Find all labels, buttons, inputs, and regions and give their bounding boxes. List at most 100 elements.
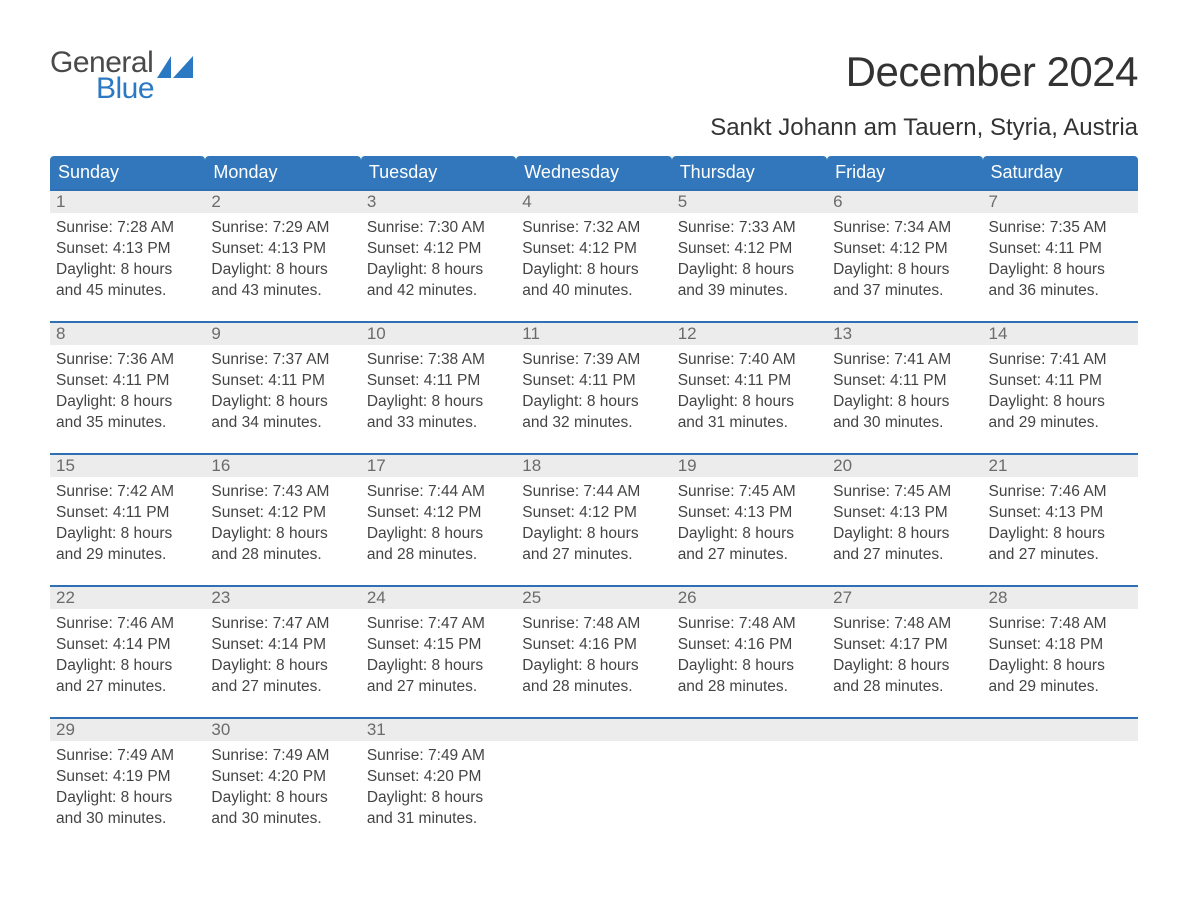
daylight-line-2: and 33 minutes.: [367, 412, 510, 433]
day-number: 29: [50, 719, 205, 741]
calendar-day-cell: [672, 718, 827, 850]
calendar-day-cell: 18Sunrise: 7:44 AMSunset: 4:12 PMDayligh…: [516, 454, 671, 586]
weekday-header: Wednesday: [516, 156, 671, 190]
daylight-line-2: and 28 minutes.: [833, 676, 976, 697]
sunset-line: Sunset: 4:13 PM: [833, 502, 976, 523]
day-details: Sunrise: 7:44 AMSunset: 4:12 PMDaylight:…: [516, 477, 671, 573]
calendar-day-cell: 10 Sunrise: 7:38 AMSunset: 4:11 PMDayligh…: [361, 322, 516, 454]
sunset-line: Sunset: 4:20 PM: [367, 766, 510, 787]
sunset-line: Sunset: 4:13 PM: [989, 502, 1132, 523]
day-details: Sunrise: 7:36 AMSunset: 4:11 PMDaylight:…: [50, 345, 205, 441]
sunrise-line: Sunrise: 7:38 AM: [367, 349, 510, 370]
sunrise-line: Sunrise: 7:34 AM: [833, 217, 976, 238]
calendar-day-cell: 22Sunrise: 7:46 AMSunset: 4:14 PMDayligh…: [50, 586, 205, 718]
sunrise-line: Sunrise: 7:41 AM: [989, 349, 1132, 370]
sunset-line: Sunset: 4:13 PM: [56, 238, 199, 259]
sunrise-line: Sunrise: 7:49 AM: [56, 745, 199, 766]
day-details: Sunrise: 7:45 AMSunset: 4:13 PMDaylight:…: [672, 477, 827, 573]
day-details: Sunrise: 7:45 AMSunset: 4:13 PMDaylight:…: [827, 477, 982, 573]
sunset-line: Sunset: 4:11 PM: [989, 370, 1132, 391]
day-number: 23: [205, 587, 360, 609]
sunrise-line: Sunrise: 7:46 AM: [989, 481, 1132, 502]
calendar-page: General Blue December 2024 Sankt Johann …: [0, 0, 1188, 918]
calendar-day-cell: 14Sunrise: 7:41 AMSunset: 4:11 PMDayligh…: [983, 322, 1138, 454]
daylight-line-2: and 28 minutes.: [522, 676, 665, 697]
day-details: Sunrise: 7:47 AMSunset: 4:14 PMDaylight:…: [205, 609, 360, 705]
daylight-line-2: and 27 minutes.: [989, 544, 1132, 565]
sunset-line: Sunset: 4:17 PM: [833, 634, 976, 655]
weekday-header: Tuesday: [361, 156, 516, 190]
calendar-day-cell: 25Sunrise: 7:48 AMSunset: 4:16 PMDayligh…: [516, 586, 671, 718]
daylight-line-2: and 29 minutes.: [56, 544, 199, 565]
daylight-line-2: and 45 minutes.: [56, 280, 199, 301]
daylight-line-2: and 39 minutes.: [678, 280, 821, 301]
daylight-line-1: Daylight: 8 hours: [678, 655, 821, 676]
day-number: 17: [361, 455, 516, 477]
day-details: Sunrise: 7:32 AMSunset: 4:12 PMDaylight:…: [516, 213, 671, 309]
day-number: 12: [672, 323, 827, 345]
calendar-day-cell: 9Sunrise: 7:37 AMSunset: 4:11 PMDaylight…: [205, 322, 360, 454]
sunset-line: Sunset: 4:14 PM: [211, 634, 354, 655]
sunrise-line: Sunrise: 7:44 AM: [522, 481, 665, 502]
sunset-line: Sunset: 4:15 PM: [367, 634, 510, 655]
day-details: Sunrise: 7:35 AMSunset: 4:11 PMDaylight:…: [983, 213, 1138, 309]
calendar-day-cell: 26Sunrise: 7:48 AMSunset: 4:16 PMDayligh…: [672, 586, 827, 718]
daylight-line-1: Daylight: 8 hours: [833, 391, 976, 412]
day-details: Sunrise: 7:33 AMSunset: 4:12 PMDaylight:…: [672, 213, 827, 309]
daylight-line-1: Daylight: 8 hours: [522, 259, 665, 280]
day-details: Sunrise: 7:48 AMSunset: 4:16 PMDaylight:…: [516, 609, 671, 705]
daylight-line-1: Daylight: 8 hours: [367, 391, 510, 412]
daylight-line-1: Daylight: 8 hours: [367, 655, 510, 676]
sunset-line: Sunset: 4:11 PM: [367, 370, 510, 391]
day-number: 2: [205, 191, 360, 213]
day-number: 13: [827, 323, 982, 345]
day-details: Sunrise: 7:43 AMSunset: 4:12 PMDaylight:…: [205, 477, 360, 573]
sunrise-line: Sunrise: 7:35 AM: [989, 217, 1132, 238]
daylight-line-2: and 35 minutes.: [56, 412, 199, 433]
sunset-line: Sunset: 4:11 PM: [211, 370, 354, 391]
day-number: 6: [827, 191, 982, 213]
calendar-day-cell: 1Sunrise: 7:28 AMSunset: 4:13 PMDaylight…: [50, 190, 205, 322]
daylight-line-2: and 28 minutes.: [211, 544, 354, 565]
day-details: Sunrise: 7:28 AMSunset: 4:13 PMDaylight:…: [50, 213, 205, 309]
day-details: Sunrise: 7:41 AMSunset: 4:11 PMDaylight:…: [827, 345, 982, 441]
calendar-table: Sunday Monday Tuesday Wednesday Thursday…: [50, 156, 1138, 850]
day-number: 22: [50, 587, 205, 609]
day-details: Sunrise: 7:48 AMSunset: 4:18 PMDaylight:…: [983, 609, 1138, 705]
calendar-day-cell: 30Sunrise: 7:49 AMSunset: 4:20 PMDayligh…: [205, 718, 360, 850]
daylight-line-1: Daylight: 8 hours: [989, 259, 1132, 280]
sunrise-line: Sunrise: 7:42 AM: [56, 481, 199, 502]
sunset-line: Sunset: 4:13 PM: [678, 502, 821, 523]
daylight-line-2: and 34 minutes.: [211, 412, 354, 433]
sunset-line: Sunset: 4:11 PM: [522, 370, 665, 391]
day-number: 20: [827, 455, 982, 477]
day-details: Sunrise: 7:34 AMSunset: 4:12 PMDaylight:…: [827, 213, 982, 309]
sunrise-line: Sunrise: 7:36 AM: [56, 349, 199, 370]
day-details: Sunrise: 7:48 AMSunset: 4:16 PMDaylight:…: [672, 609, 827, 705]
calendar-week-row: 29Sunrise: 7:49 AMSunset: 4:19 PMDayligh…: [50, 718, 1138, 850]
day-number: 10: [361, 323, 516, 345]
title-block: December 2024 Sankt Johann am Tauern, St…: [710, 48, 1138, 142]
day-number: 24: [361, 587, 516, 609]
sunrise-line: Sunrise: 7:48 AM: [522, 613, 665, 634]
calendar-week-row: 8Sunrise: 7:36 AMSunset: 4:11 PMDaylight…: [50, 322, 1138, 454]
weekday-header: Saturday: [983, 156, 1138, 190]
sunset-line: Sunset: 4:12 PM: [833, 238, 976, 259]
day-number: 14: [983, 323, 1138, 345]
day-number: 18: [516, 455, 671, 477]
day-details: Sunrise: 7:48 AMSunset: 4:17 PMDaylight:…: [827, 609, 982, 705]
sunrise-line: Sunrise: 7:40 AM: [678, 349, 821, 370]
daylight-line-2: and 28 minutes.: [678, 676, 821, 697]
day-number: 31: [361, 719, 516, 741]
day-details: Sunrise: 7:49 AMSunset: 4:19 PMDaylight:…: [50, 741, 205, 837]
calendar-day-cell: 16Sunrise: 7:43 AMSunset: 4:12 PMDayligh…: [205, 454, 360, 586]
calendar-week-row: 1Sunrise: 7:28 AMSunset: 4:13 PMDaylight…: [50, 190, 1138, 322]
day-number: 16: [205, 455, 360, 477]
day-details: Sunrise: 7:49 AMSunset: 4:20 PMDaylight:…: [205, 741, 360, 837]
daylight-line-2: and 29 minutes.: [989, 676, 1132, 697]
sunset-line: Sunset: 4:12 PM: [211, 502, 354, 523]
sunrise-line: Sunrise: 7:33 AM: [678, 217, 821, 238]
daylight-line-2: and 36 minutes.: [989, 280, 1132, 301]
sunrise-line: Sunrise: 7:49 AM: [367, 745, 510, 766]
sunset-line: Sunset: 4:12 PM: [678, 238, 821, 259]
